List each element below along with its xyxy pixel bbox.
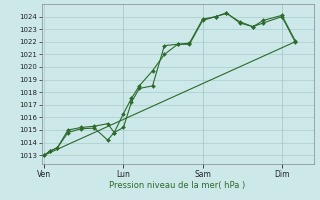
X-axis label: Pression niveau de la mer( hPa ): Pression niveau de la mer( hPa ) <box>109 181 246 190</box>
